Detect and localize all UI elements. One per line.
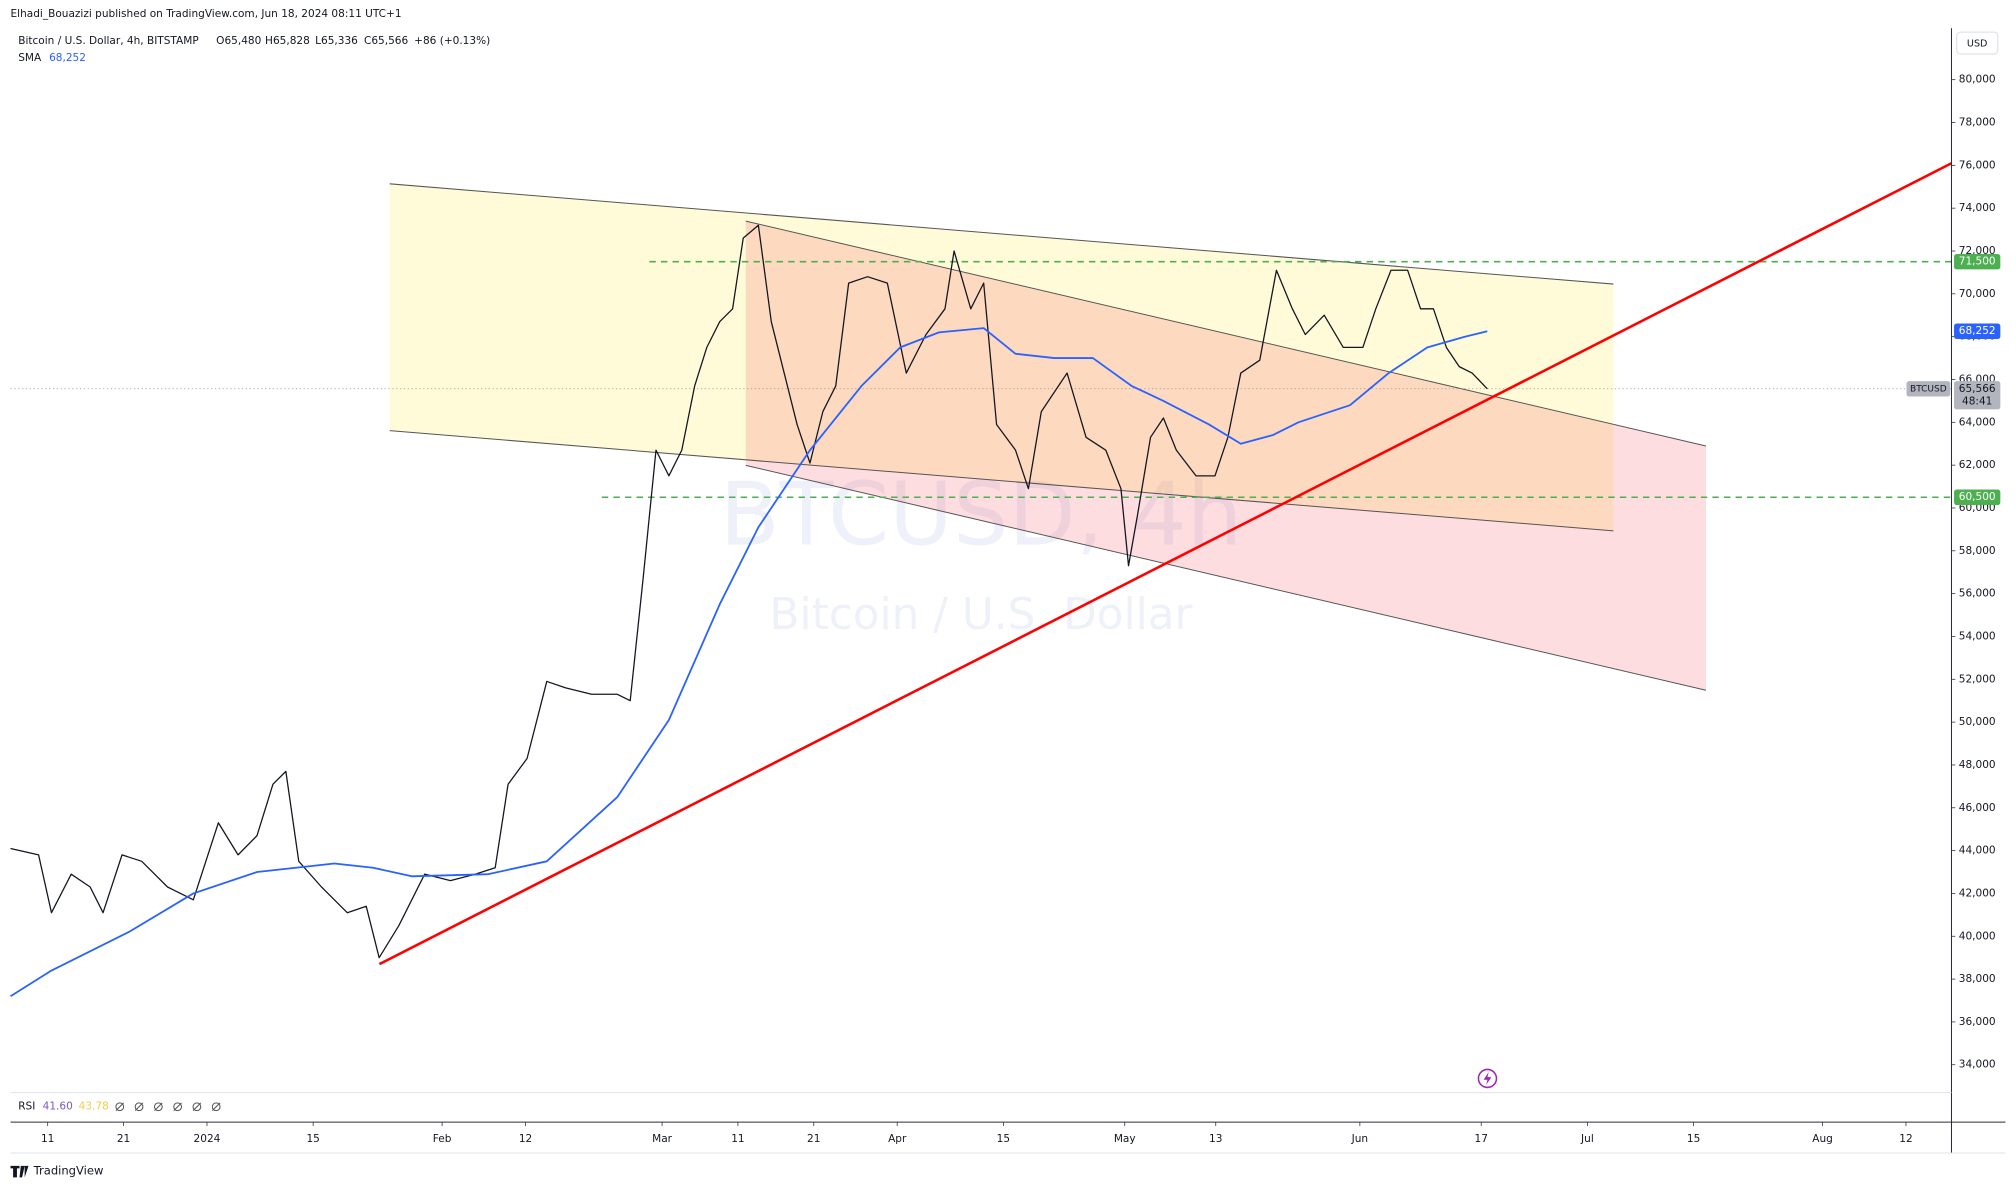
x-tick-label: Jun	[1351, 1133, 1368, 1145]
x-tick-label: Feb	[433, 1133, 452, 1145]
channel-line	[389, 430, 1614, 532]
plot	[10, 224, 1952, 997]
sma-tag	[1954, 323, 2001, 339]
published-line: Elhadi_Bouazizi published on TradingView…	[11, 8, 402, 20]
event-icon[interactable]	[1477, 1068, 1498, 1089]
rsi-ma-value: 43.78	[79, 1101, 109, 1113]
event-icon-bolt	[1483, 1072, 1492, 1085]
x-tick-label: 12	[1899, 1133, 1912, 1145]
ohlc-open: O65,480	[216, 35, 261, 47]
x-tick-label: 11	[41, 1133, 54, 1145]
red-channel	[745, 221, 1706, 691]
level-tag-label: 60,500	[1959, 491, 1996, 503]
level-tag	[1954, 489, 2001, 505]
channel-line	[389, 183, 1614, 285]
y-tick-label: 78,000	[1959, 117, 1996, 129]
trend-line	[378, 162, 1953, 966]
ohlc-close: C65,566	[364, 35, 409, 47]
y-tick-label: 52,000	[1959, 673, 1996, 685]
y-tick-label: 50,000	[1959, 716, 1996, 728]
x-tick-label: Aug	[1812, 1133, 1833, 1145]
x-tick-label: 15	[997, 1133, 1010, 1145]
countdown-label: 48:41	[1962, 396, 1992, 408]
level-tag	[1954, 253, 2001, 270]
x-tick-label: 2024	[194, 1133, 221, 1145]
y-tick-label: 74,000	[1959, 202, 1996, 214]
y-tick-label: 80,000	[1959, 74, 1996, 86]
symbol-tag	[1906, 381, 1951, 397]
x-tick-label: 11	[731, 1133, 744, 1145]
y-tick-label: 54,000	[1959, 630, 1996, 642]
x-tick-label: 21	[117, 1133, 130, 1145]
y-tick-label: 64,000	[1959, 416, 1996, 428]
y-tick-label: 46,000	[1959, 802, 1996, 814]
y-tick-label: 48,000	[1959, 759, 1996, 771]
y-tick-label: 58,000	[1959, 545, 1996, 557]
x-tick-label: 12	[519, 1133, 532, 1145]
y-tick-label: 42,000	[1959, 887, 1996, 899]
sma-legend: SMA	[18, 52, 42, 64]
x-tick-label: 15	[306, 1133, 319, 1145]
x-tick-label: 17	[1475, 1133, 1488, 1145]
brand-name: TradingView	[33, 1164, 104, 1178]
brand-logo	[10, 1165, 29, 1178]
y-tick-label: 34,000	[1959, 1059, 1996, 1071]
sma-tag-label: 68,252	[1959, 325, 1996, 337]
channel-line	[745, 220, 1707, 447]
y-tick-label: 60,000	[1959, 502, 1996, 514]
y-tick-label: 56,000	[1959, 588, 1996, 600]
ohlc-low: L65,336	[315, 35, 358, 47]
y-tick-label: 36,000	[1959, 1016, 1996, 1028]
rsi-value: 41.60	[43, 1101, 73, 1113]
last-price-tag	[1954, 381, 2001, 410]
x-tick-label: May	[1114, 1133, 1136, 1145]
last-price-label: 65,566	[1959, 383, 1996, 395]
sma-line	[10, 327, 1488, 997]
ohlc-change: +86 (+0.13%)	[414, 35, 490, 47]
ohlc-high: H65,828	[265, 35, 310, 47]
channel-line	[745, 464, 1707, 691]
x-tick-label: 15	[1687, 1133, 1700, 1145]
sma-legend-value: 68,252	[49, 52, 86, 64]
y-tick-label: 70,000	[1959, 288, 1996, 300]
y-tick-label: 40,000	[1959, 930, 1996, 942]
watermark-symbol: BTCUSD, 4h	[720, 464, 1243, 566]
x-tick-label: Jul	[1580, 1133, 1594, 1145]
x-tick-label: Apr	[888, 1133, 907, 1145]
y-tick-label: 44,000	[1959, 845, 1996, 857]
y-tick-label: 72,000	[1959, 245, 1996, 257]
symbol-tag-label: BTCUSD	[1910, 384, 1947, 394]
y-tick-label: 62,000	[1959, 459, 1996, 471]
y-tick-label: 38,000	[1959, 973, 1996, 985]
x-tick-label: 13	[1209, 1133, 1222, 1145]
currency-label: USD	[1967, 39, 1988, 50]
x-tick-label: 21	[807, 1133, 820, 1145]
symbol-title: Bitcoin / U.S. Dollar, 4h, BITSTAMP	[18, 35, 198, 47]
level-tag-label: 71,500	[1959, 256, 1996, 268]
currency-button[interactable]	[1955, 31, 1999, 55]
rsi-icons	[115, 1102, 221, 1112]
x-tick-label: Mar	[652, 1133, 673, 1145]
yellow-channel	[389, 183, 1614, 531]
watermark-name: Bitcoin / U.S. Dollar	[769, 589, 1192, 640]
price-line	[10, 224, 1488, 959]
y-tick-label: 76,000	[1959, 159, 1996, 171]
rsi-name: RSI	[18, 1101, 35, 1113]
